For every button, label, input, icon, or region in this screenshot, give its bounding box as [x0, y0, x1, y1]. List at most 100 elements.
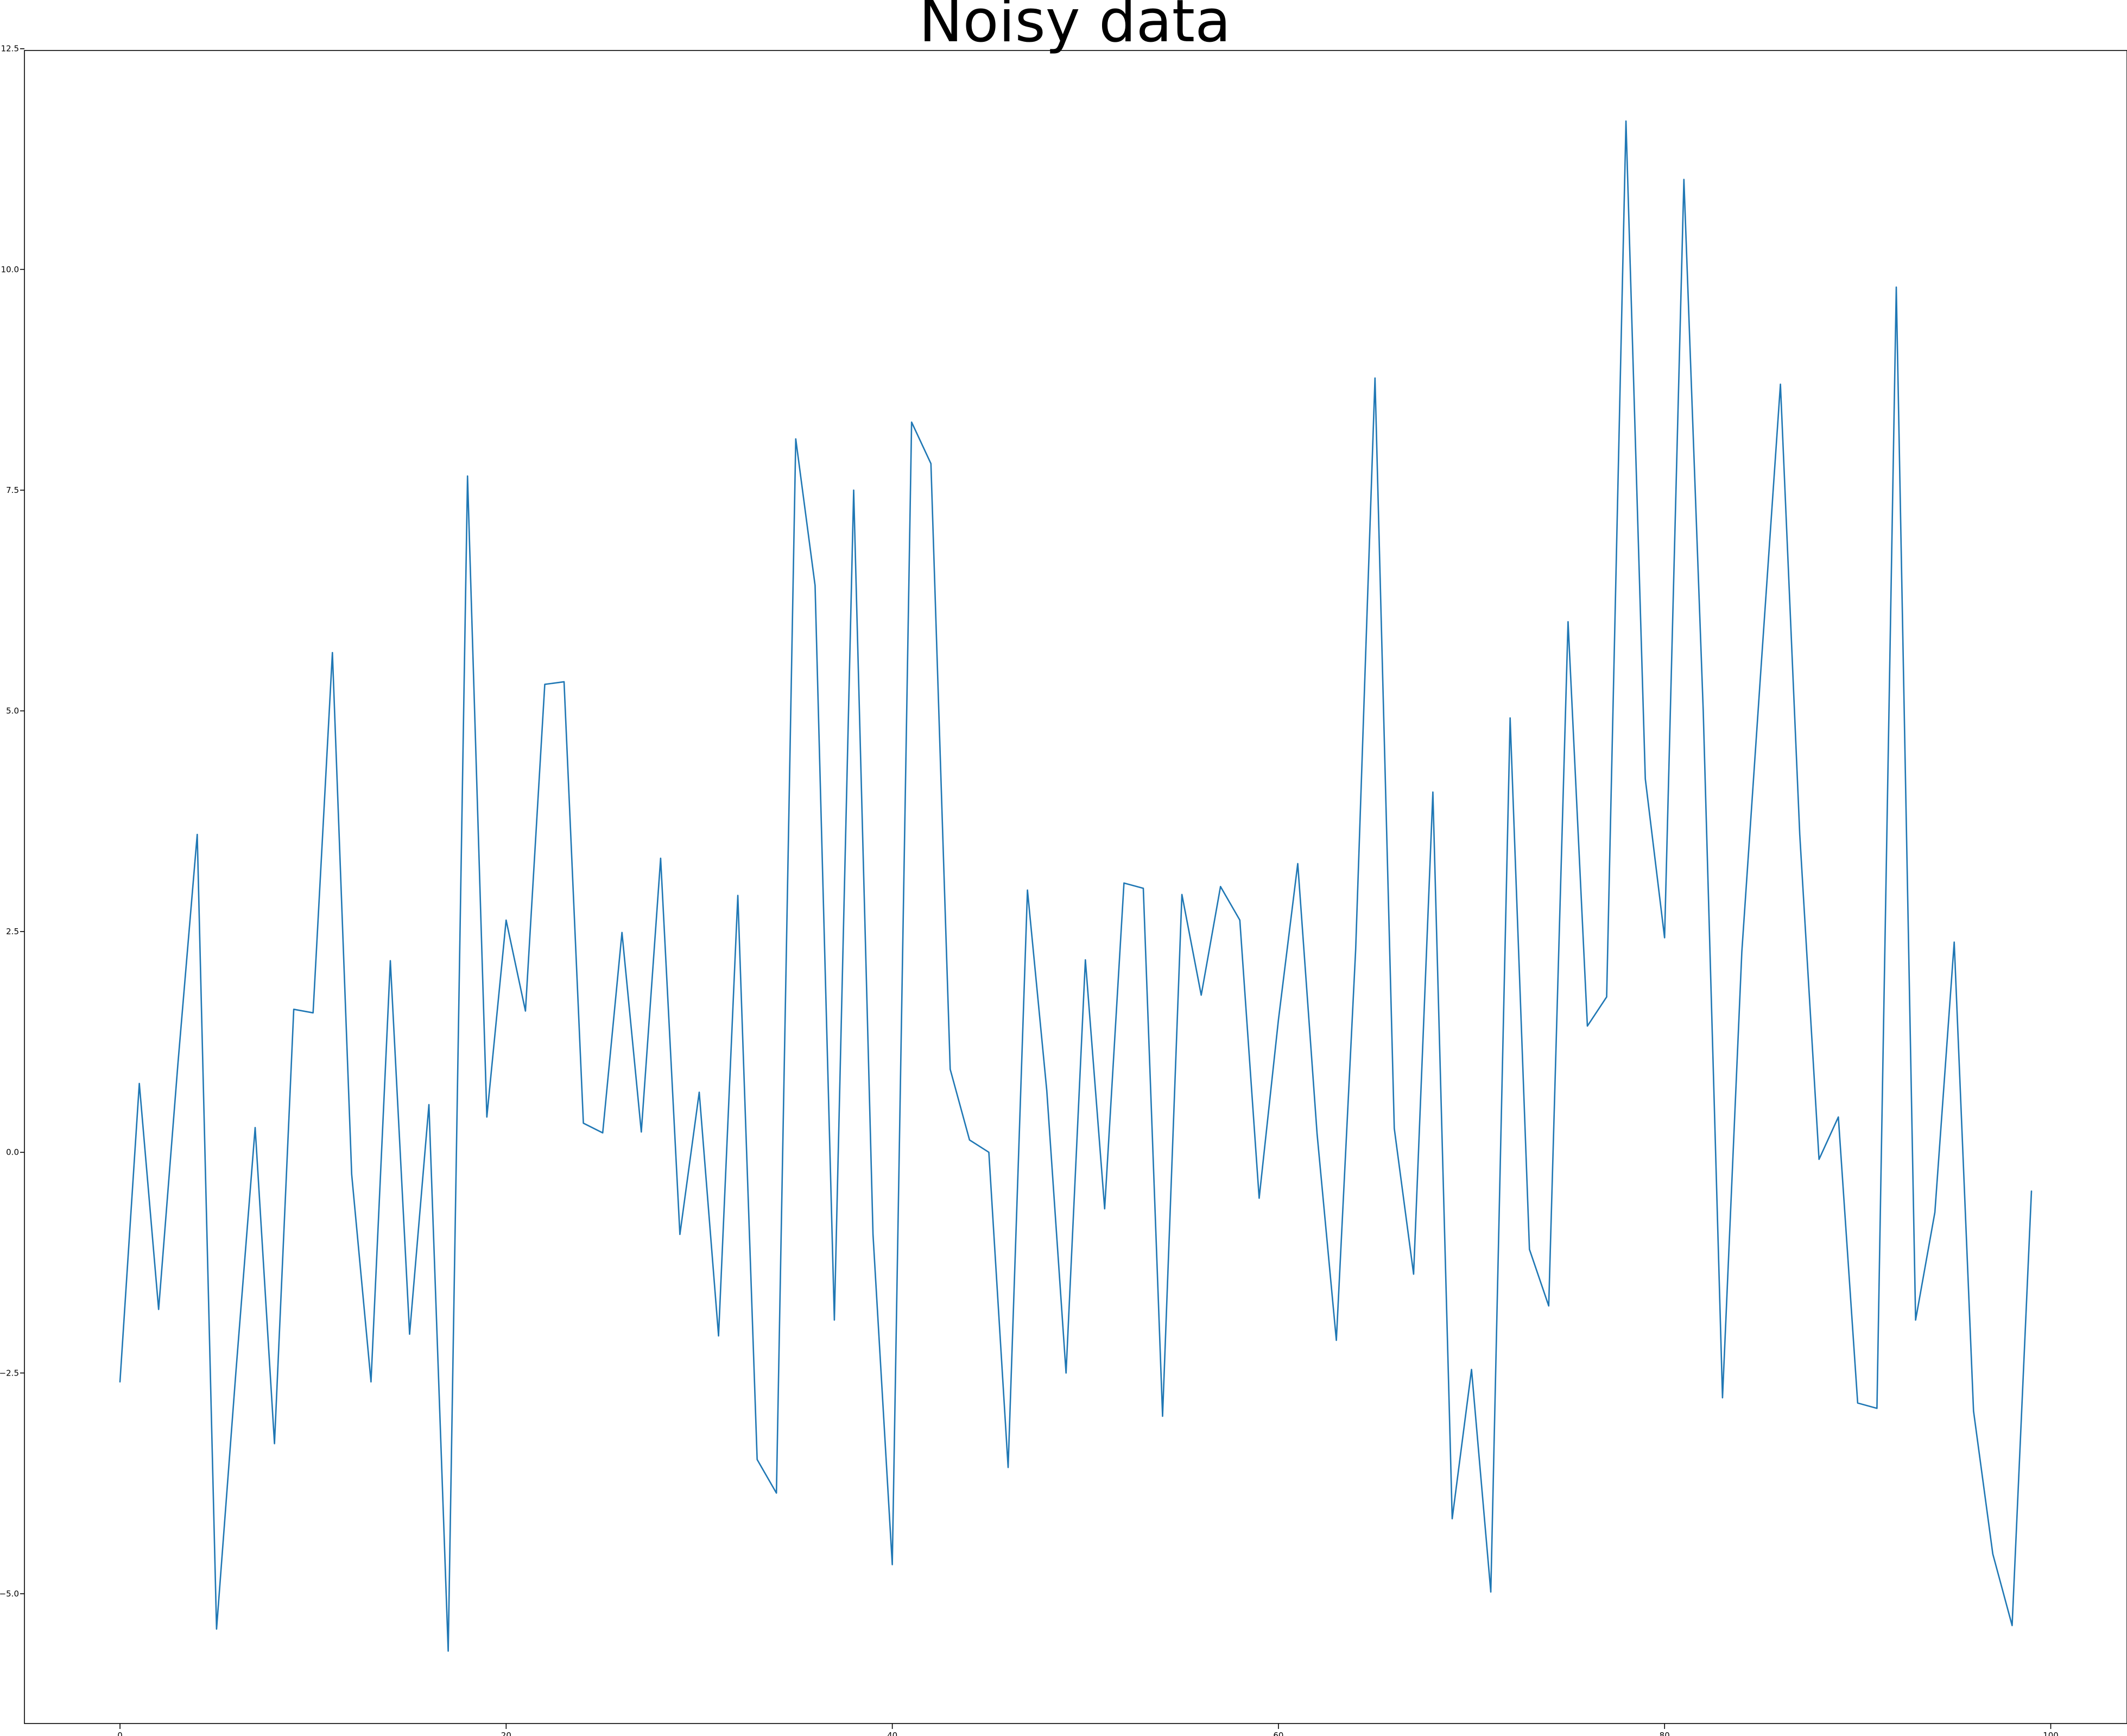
data-point [1065, 1372, 1067, 1374]
data-point [505, 920, 507, 921]
data-point [988, 1151, 990, 1153]
data-point [1143, 888, 1144, 889]
data-point [1085, 959, 1086, 960]
data-point [1741, 951, 1743, 953]
y-tick-label: 12.5 [1, 44, 19, 54]
data-point [1123, 882, 1125, 884]
data-point [2011, 1625, 2013, 1626]
data-point [795, 438, 796, 440]
y-tick-label: −2.5 [0, 1368, 19, 1378]
data-point [1027, 889, 1028, 891]
data-point [467, 476, 468, 477]
data-point [1915, 1319, 1916, 1321]
data-point [255, 1127, 256, 1128]
data-point [1452, 1518, 1453, 1519]
data-point [390, 960, 391, 961]
data-point [197, 834, 198, 835]
data-point [911, 421, 912, 423]
data-point [1529, 1249, 1530, 1250]
data-point [1162, 1416, 1163, 1417]
data-point [1181, 894, 1182, 895]
data-point [2031, 1190, 2032, 1192]
data-point [1876, 1408, 1878, 1409]
data-point [1375, 377, 1376, 379]
data-point [930, 463, 932, 464]
x-tick-label: 100 [2043, 1731, 2059, 1736]
data-point [756, 1459, 758, 1460]
data-point [544, 683, 546, 685]
data-point [1644, 778, 1646, 780]
data-point [447, 1650, 449, 1652]
data-point [216, 1629, 217, 1630]
data-point [1567, 621, 1569, 623]
data-point [1953, 941, 1955, 943]
data-point [641, 1131, 642, 1133]
data-point [235, 1372, 237, 1374]
data-point [602, 1132, 603, 1133]
data-point [872, 1234, 873, 1235]
data-point [1490, 1591, 1491, 1593]
data-point [1297, 863, 1299, 864]
y-tick-label: 10.0 [1, 264, 19, 274]
data-point [1239, 920, 1240, 921]
data-point [834, 1319, 835, 1321]
data-point [891, 1564, 893, 1566]
data-point [1220, 886, 1221, 887]
data-point [1008, 1467, 1009, 1468]
data-point [1664, 937, 1665, 939]
y-tick-label: −5.0 [0, 1589, 19, 1599]
data-point [1818, 1158, 1820, 1160]
data-point [583, 1123, 584, 1124]
data-point [1992, 1553, 1993, 1555]
chart-title: Noisy data [919, 0, 1231, 55]
data-point [486, 1116, 488, 1118]
x-tick-label: 0 [117, 1731, 123, 1736]
data-point [949, 1069, 951, 1070]
data-point [138, 1083, 140, 1084]
data-point [853, 490, 854, 491]
data-point [177, 1063, 179, 1065]
data-point [776, 1492, 777, 1494]
data-point [1625, 121, 1626, 122]
data-point [1587, 1025, 1588, 1027]
data-point [1857, 1402, 1858, 1404]
axes-frame [24, 50, 2127, 1724]
y-tick-label: 5.0 [6, 706, 19, 716]
data-point [1973, 1410, 1974, 1412]
x-tick-label: 80 [1660, 1731, 1670, 1736]
data-point [699, 1092, 700, 1093]
data-point [737, 895, 738, 896]
data-point [1355, 948, 1356, 950]
data-point [1509, 717, 1511, 719]
data-point [621, 932, 623, 933]
data-point [119, 1381, 121, 1383]
data-point [1200, 994, 1202, 996]
data-point [1432, 791, 1434, 793]
data-point [1722, 1397, 1723, 1398]
data-point [274, 1443, 275, 1444]
data-point [158, 1309, 160, 1310]
data-point [1838, 1116, 1839, 1118]
data-point [1046, 1090, 1047, 1091]
data-point [1413, 1274, 1414, 1275]
y-tick-label: 7.5 [6, 485, 19, 495]
data-point [1761, 666, 1762, 667]
data-point [718, 1335, 719, 1336]
x-tick-label: 40 [887, 1731, 897, 1736]
data-point [1258, 1198, 1260, 1199]
data-point [1394, 1128, 1395, 1129]
data-point [1799, 834, 1800, 835]
data-point [1316, 1133, 1318, 1135]
data-point [564, 681, 565, 682]
data-point [1683, 179, 1685, 180]
data-point [1702, 710, 1704, 712]
data-point [370, 1381, 372, 1383]
data-point [1335, 1340, 1337, 1341]
series-layer [119, 120, 2033, 1652]
data-point [1606, 996, 1607, 998]
ticks-layer: 0 20 40 60 80 100 −5.0 −2.5 0.0 2.5 5.0 7.5 10.0 12.5 [0, 44, 2059, 1736]
data-point [1471, 1369, 1472, 1370]
data-point [660, 858, 661, 859]
data-point [351, 1174, 352, 1175]
